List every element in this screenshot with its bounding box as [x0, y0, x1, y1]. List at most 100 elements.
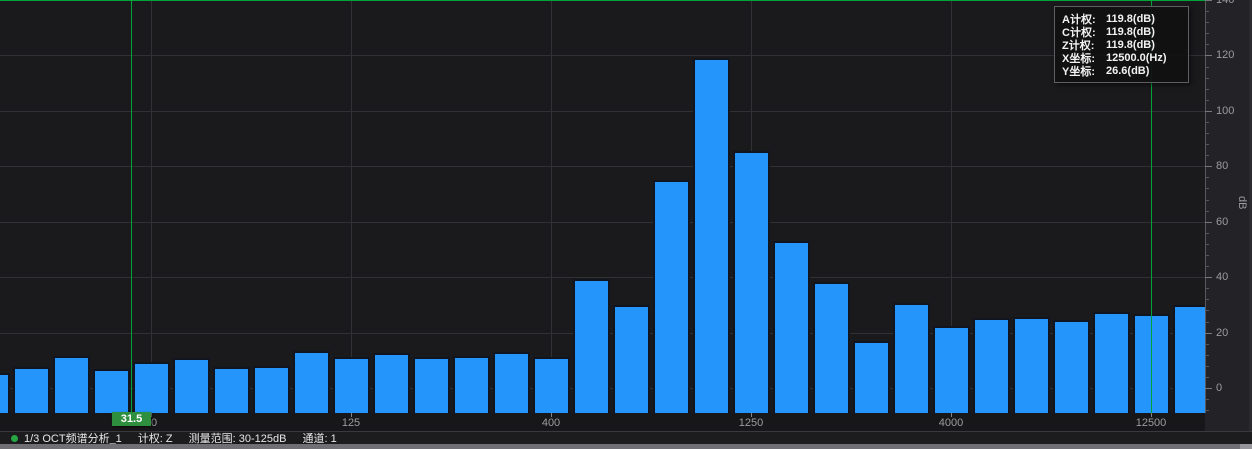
gridline-horizontal — [0, 111, 1205, 112]
y-axis-tick-label: 60 — [1216, 216, 1228, 228]
horizontal-scrollbar[interactable] — [0, 444, 1252, 449]
y-axis-tick — [1205, 388, 1212, 389]
x-coordinate-value: 12500.0(Hz) — [1106, 52, 1167, 64]
frequency-band-bar-16000[interactable] — [1173, 305, 1206, 413]
frequency-marker-badge: 31.5 — [112, 412, 151, 426]
y-axis-tick — [1205, 222, 1212, 223]
y-axis-tick-label: 40 — [1216, 271, 1228, 283]
y-axis-minor-tick — [1205, 155, 1209, 156]
frequency-band-bar-6300[interactable] — [1013, 317, 1050, 413]
frequency-band-bar-4000[interactable] — [933, 326, 970, 413]
gridline-vertical — [351, 0, 352, 413]
frequency-band-bar-1000[interactable] — [693, 58, 730, 413]
frequency-band-bar-2000[interactable] — [813, 282, 850, 413]
y-coordinate-label: Y坐标: — [1062, 63, 1106, 79]
gridline-horizontal — [0, 277, 1205, 278]
y-axis-minor-tick — [1205, 377, 1209, 378]
active-cursor-horizontal-line[interactable] — [0, 0, 1205, 1]
y-axis-tick — [1205, 0, 1212, 1]
gridline-horizontal — [0, 222, 1205, 223]
frequency-band-bar-8000[interactable] — [1053, 320, 1090, 413]
gridline-vertical — [551, 0, 552, 413]
frequency-band-bar-125[interactable] — [333, 357, 370, 413]
y-axis-minor-tick — [1205, 233, 1209, 234]
frequency-band-bar-25[interactable] — [53, 356, 90, 413]
c-weighting-value: 119.8(dB) — [1106, 26, 1155, 38]
y-axis-minor-tick — [1205, 33, 1209, 34]
y-axis-minor-tick — [1205, 133, 1209, 134]
marker-cursor-line[interactable] — [131, 0, 132, 413]
y-axis-minor-tick — [1205, 200, 1209, 201]
y-axis-minor-tick — [1205, 188, 1209, 189]
frequency-band-bar-80[interactable] — [253, 366, 290, 413]
frequency-band-bar-10000[interactable] — [1093, 312, 1130, 413]
y-axis-minor-tick — [1205, 100, 1209, 101]
y-axis-tick-label: 20 — [1216, 327, 1228, 339]
x-axis-tick-label: 1250 — [739, 417, 763, 429]
a-weighting-value: 119.8(dB) — [1106, 13, 1155, 25]
y-axis-tick-label: 80 — [1216, 160, 1228, 172]
status-bar: 1/3 OCT频谱分析_1 计权: Z 测量范围: 30-125dB 通道: 1 — [0, 431, 1252, 444]
gridline-horizontal — [0, 55, 1205, 56]
frequency-band-bar-500[interactable] — [573, 279, 610, 413]
y-axis-minor-tick — [1205, 211, 1209, 212]
frequency-band-bar-315[interactable] — [493, 352, 530, 413]
x-axis-tick-label: 12500 — [1136, 417, 1167, 429]
gridline-horizontal — [0, 166, 1205, 167]
frequency-band-bar-200[interactable] — [413, 357, 450, 413]
y-axis-tick — [1205, 55, 1212, 56]
y-axis-minor-tick — [1205, 144, 1209, 145]
y-axis-tick-label: 100 — [1216, 105, 1234, 117]
y-axis-tick-label: 140 — [1216, 0, 1234, 6]
y-axis-minor-tick — [1205, 288, 1209, 289]
gridline-vertical — [151, 0, 152, 413]
y-axis-tick — [1205, 166, 1212, 167]
frequency-band-bar-5000[interactable] — [973, 318, 1010, 413]
frequency-band-bar-100[interactable] — [293, 351, 330, 413]
y-axis-minor-tick — [1205, 322, 1209, 323]
y-axis-minor-tick — [1205, 67, 1209, 68]
y-axis-minor-tick — [1205, 366, 1209, 367]
y-axis-tick — [1205, 333, 1212, 334]
y-axis-line — [1205, 0, 1206, 413]
frequency-band-bar-250[interactable] — [453, 356, 490, 413]
frequency-band-bar-2500[interactable] — [853, 341, 890, 413]
tooltip-row: Y坐标: 26.6(dB) — [1062, 65, 1182, 78]
frequency-band-bar-630[interactable] — [613, 305, 650, 413]
spectrum-analyzer-window: 020406080100120140 dB 401254001250400012… — [0, 0, 1252, 449]
y-axis-title: dB — [1236, 196, 1248, 209]
x-axis-tick-label: 400 — [542, 417, 560, 429]
frequency-band-bar-50[interactable] — [173, 358, 210, 413]
y-axis-minor-tick — [1205, 266, 1209, 267]
y-axis-minor-tick — [1205, 255, 1209, 256]
y-axis-minor-tick — [1205, 122, 1209, 123]
frequency-band-bar-31.5[interactable] — [93, 369, 130, 413]
y-axis-minor-tick — [1205, 78, 1209, 79]
frequency-band-bar-63[interactable] — [213, 367, 250, 413]
y-axis-tick-label: 0 — [1216, 382, 1222, 394]
frequency-band-bar-1250[interactable] — [733, 151, 770, 413]
y-axis-minor-tick — [1205, 89, 1209, 90]
frequency-band-bar-400[interactable] — [533, 357, 570, 413]
y-axis-minor-tick — [1205, 244, 1209, 245]
x-axis-tick-label: 4000 — [939, 417, 963, 429]
scrollbar-corner[interactable] — [1240, 444, 1252, 449]
y-axis-minor-tick — [1205, 299, 1209, 300]
z-weighting-value: 119.8(dB) — [1106, 39, 1155, 51]
x-axis-tick-label: 125 — [342, 417, 360, 429]
y-axis-tick — [1205, 111, 1212, 112]
frequency-band-bar-16[interactable] — [0, 373, 10, 413]
frequency-band-bar-800[interactable] — [653, 180, 690, 413]
y-axis-minor-tick — [1205, 310, 1209, 311]
y-axis-minor-tick — [1205, 410, 1209, 411]
cursor-readout-tooltip: A计权: 119.8(dB) C计权: 119.8(dB) Z计权: 119.8… — [1054, 6, 1189, 83]
frequency-band-bar-3150[interactable] — [893, 303, 930, 413]
channel-status-indicator-icon — [11, 435, 18, 442]
frequency-band-bar-40[interactable] — [133, 362, 170, 413]
frequency-band-bar-20[interactable] — [13, 367, 50, 413]
y-axis-minor-tick — [1205, 399, 1209, 400]
frequency-band-bar-160[interactable] — [373, 353, 410, 413]
y-axis-minor-tick — [1205, 344, 1209, 345]
plot-area[interactable] — [0, 0, 1205, 413]
frequency-band-bar-1600[interactable] — [773, 241, 810, 413]
